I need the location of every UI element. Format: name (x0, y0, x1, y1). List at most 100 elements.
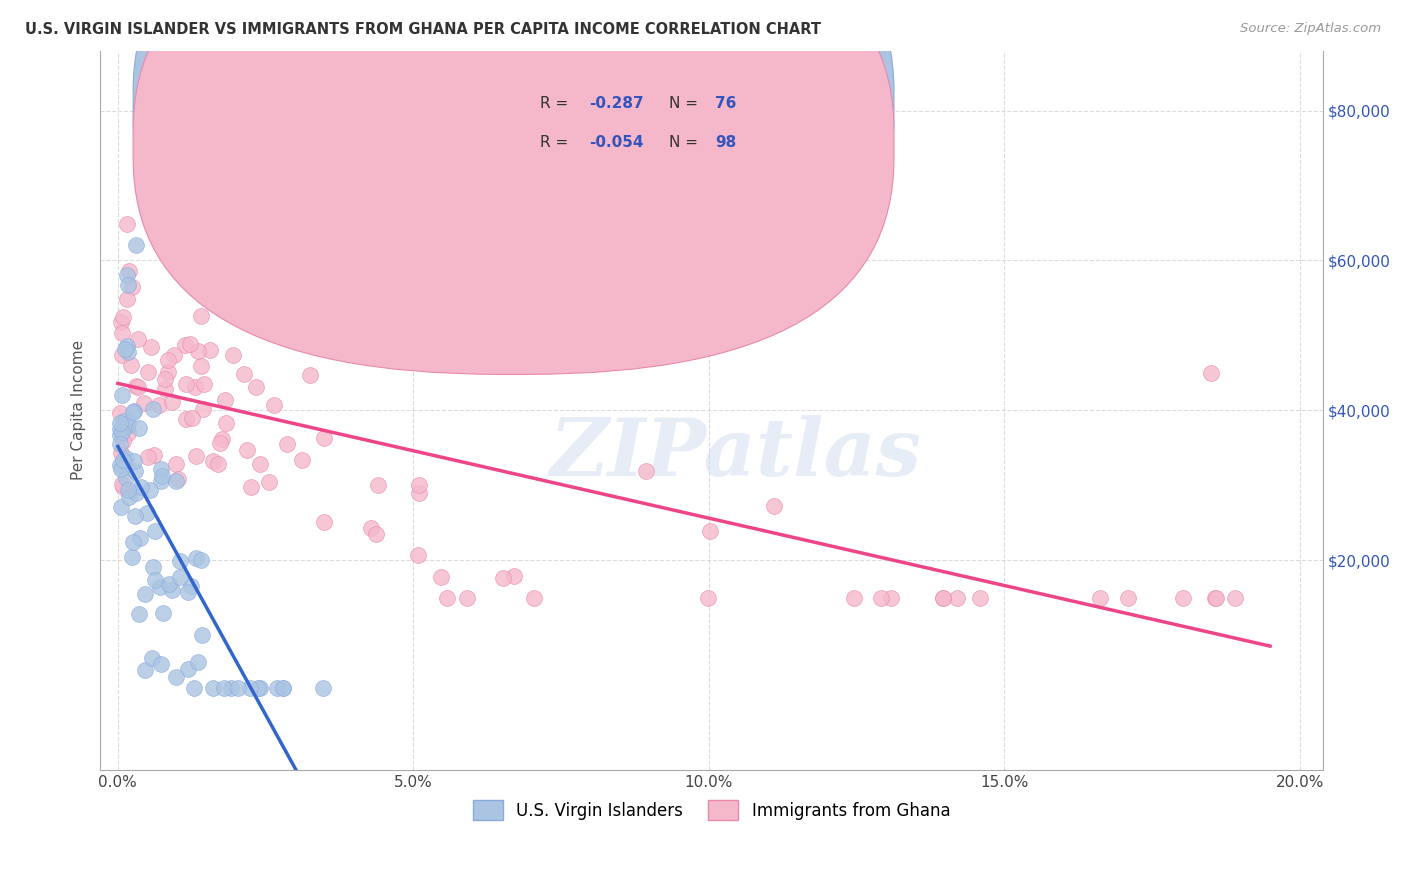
Point (177, 585, 200, 599)
Point (142, 163, 165, 178)
Point (198, 343, 221, 357)
Point (257, 475, 280, 489)
Point (214, 392, 236, 407)
Point (215, 416, 238, 430)
Point (117, 426, 139, 441)
Point (108, 422, 131, 436)
Point (124, 464, 146, 478)
Point (191, 628, 214, 642)
Text: N =: N = (669, 95, 703, 111)
Point (112, 310, 135, 325)
Point (108, 437, 131, 451)
Point (636, 464, 658, 478)
Point (115, 418, 138, 433)
Point (120, 358, 142, 372)
Point (111, 326, 134, 340)
Point (156, 365, 179, 379)
Point (108, 406, 131, 420)
Point (118, 264, 141, 278)
Point (169, 554, 191, 568)
Point (207, 457, 229, 471)
Point (236, 443, 259, 458)
Point (150, 474, 173, 488)
Point (122, 404, 145, 418)
FancyBboxPatch shape (485, 72, 797, 169)
Point (117, 416, 139, 430)
Point (165, 457, 187, 471)
Point (187, 344, 209, 359)
Point (360, 521, 382, 535)
Point (181, 410, 204, 425)
Point (245, 379, 267, 393)
Point (429, 570, 451, 584)
Point (122, 404, 145, 418)
Point (190, 553, 212, 567)
Point (125, 238, 148, 252)
Point (221, 681, 243, 695)
Point (111, 348, 134, 362)
Point (149, 581, 172, 595)
Point (112, 414, 135, 428)
Point (1204, 591, 1226, 605)
Point (208, 436, 231, 450)
Point (160, 395, 183, 409)
Text: U.S. VIRGIN ISLANDER VS IMMIGRANTS FROM GHANA PER CAPITA INCOME CORRELATION CHAR: U.S. VIRGIN ISLANDER VS IMMIGRANTS FROM … (25, 22, 821, 37)
FancyBboxPatch shape (134, 0, 894, 375)
Point (122, 453, 145, 467)
Point (457, 591, 479, 605)
Point (249, 681, 271, 695)
Point (880, 591, 903, 605)
Point (132, 396, 155, 410)
Point (221, 347, 243, 361)
Point (110, 500, 132, 515)
FancyBboxPatch shape (134, 0, 894, 334)
Point (124, 509, 146, 524)
Point (174, 412, 197, 426)
Point (312, 681, 335, 695)
Point (121, 280, 143, 294)
Point (1205, 591, 1227, 605)
Point (406, 548, 429, 562)
Point (163, 348, 186, 362)
Point (492, 571, 515, 585)
Point (129, 531, 152, 545)
Text: R =: R = (540, 136, 574, 150)
Point (142, 402, 165, 417)
Text: 76: 76 (716, 95, 737, 111)
Point (408, 486, 430, 500)
Point (114, 457, 136, 471)
Point (1173, 591, 1195, 605)
Point (436, 148, 458, 162)
Point (436, 591, 458, 605)
Point (969, 591, 991, 605)
Point (111, 480, 134, 494)
Point (699, 524, 721, 538)
Point (125, 378, 148, 392)
Point (156, 352, 179, 367)
Point (291, 452, 314, 467)
Point (121, 535, 143, 549)
Point (141, 650, 163, 665)
Point (1223, 591, 1246, 605)
Point (143, 574, 166, 588)
Point (142, 560, 165, 574)
Point (1088, 591, 1111, 605)
Point (127, 332, 149, 346)
Point (165, 475, 187, 489)
Point (114, 342, 136, 356)
Point (111, 452, 134, 467)
Point (263, 398, 285, 412)
Point (696, 591, 718, 605)
Point (247, 681, 270, 695)
Point (177, 663, 200, 677)
Point (201, 454, 224, 468)
Point (111, 477, 134, 491)
Point (946, 591, 969, 605)
Point (115, 217, 138, 231)
Point (314, 431, 336, 445)
Text: Source: ZipAtlas.com: Source: ZipAtlas.com (1240, 22, 1381, 36)
Point (134, 586, 156, 600)
Point (135, 506, 157, 520)
Point (932, 591, 955, 605)
Point (299, 368, 322, 383)
